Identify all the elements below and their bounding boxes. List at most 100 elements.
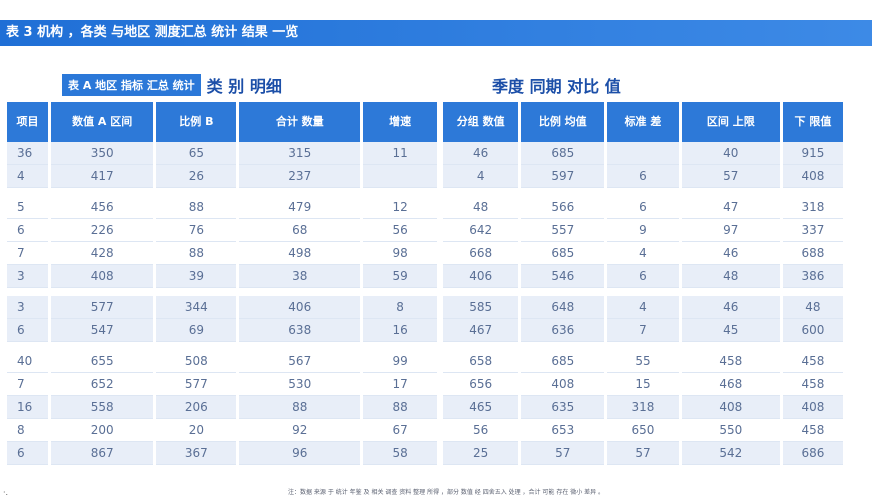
table-row: 658 685 55 458 458 [443,350,843,373]
right-col-header: 标准 差 [607,102,679,142]
table-cell: 468 [681,373,780,396]
table-cell: 36 [7,142,48,165]
table-row: 40 655 508 567 99 [7,350,437,373]
right-col-header: 下 限值 [782,102,843,142]
table-cell: 636 [521,319,605,342]
table-cell: 600 [782,319,843,342]
table-cell: 685 [521,142,605,165]
table-cell: 408 [782,165,843,188]
table-cell: 88 [363,396,437,419]
row-spacer [7,188,437,196]
table-cell: 3 [7,265,48,288]
table-row: 25 57 57 542 686 [443,442,843,465]
table-cell [363,165,437,188]
table-cell: 406 [443,265,519,288]
table-cell: 6 [607,165,679,188]
table-cell: 566 [521,196,605,219]
table-cell [607,142,679,165]
table-cell: 65 [156,142,237,165]
table-row: 467 636 7 45 600 [443,319,843,342]
table-cell: 16 [7,396,48,419]
table-cell: 26 [156,165,237,188]
table-cell: 20 [156,419,237,442]
table-cell: 408 [521,373,605,396]
table-row: 406 546 6 48 386 [443,265,843,288]
left-table-caption: 类 别 明细 [206,77,282,96]
table-cell: 57 [607,442,679,465]
table-row: 5 456 88 479 12 [7,196,437,219]
table-cell: 25 [443,442,519,465]
table-cell: 458 [782,373,843,396]
table-cell: 7 [7,242,48,265]
table-cell: 635 [521,396,605,419]
table-cell: 915 [782,142,843,165]
table-cell: 9 [607,219,679,242]
right-col-header: 分组 数值 [443,102,519,142]
table-cell: 315 [239,142,361,165]
left-col-header: 合计 数量 [239,102,361,142]
table-cell: 6 [7,319,48,342]
table-cell: 367 [156,442,237,465]
table-cell: 867 [50,442,154,465]
table-row: 465 635 318 408 408 [443,396,843,419]
table-cell: 92 [239,419,361,442]
table-cell: 88 [156,196,237,219]
table-cell: 7 [607,319,679,342]
table-cell: 668 [443,242,519,265]
table-cell: 57 [681,165,780,188]
left-subtitle-row: 表 A 地区 指标 汇总 统计 类 别 明细 [62,72,282,98]
table-cell: 39 [156,265,237,288]
table-cell: 456 [50,196,154,219]
table-cell: 458 [782,350,843,373]
table-cell: 8 [7,419,48,442]
page-title-banner: 表 3 机构 ，各类 与地区 测度汇总 统计 结果 一览 [0,20,872,46]
table-cell: 40 [7,350,48,373]
table-row: 7 652 577 530 17 [7,373,437,396]
table-cell: 530 [239,373,361,396]
table-cell: 6 [7,219,48,242]
table-row: 4 417 26 237 [7,165,437,188]
table-cell: 4 [607,296,679,319]
table-cell: 11 [363,142,437,165]
table-cell: 17 [363,373,437,396]
table-cell: 597 [521,165,605,188]
table-cell: 686 [782,442,843,465]
table-cell: 7 [7,373,48,396]
right-col-header: 比例 均值 [521,102,605,142]
table-cell: 4 [607,242,679,265]
left-header-row: 项目 数值 A 区间 比例 B 合计 数量 增速 [7,102,437,142]
table-row: 56 653 650 550 458 [443,419,843,442]
table-cell: 56 [363,219,437,242]
table-cell: 38 [239,265,361,288]
table-row: 16 558 206 88 88 [7,396,437,419]
table-cell: 47 [681,196,780,219]
table-cell: 318 [607,396,679,419]
table-cell: 56 [443,419,519,442]
table-cell: 467 [443,319,519,342]
table-cell: 3 [7,296,48,319]
table-cell: 6 [7,442,48,465]
table-cell: 8 [363,296,437,319]
table-cell: 40 [681,142,780,165]
right-header-row: 分组 数值 比例 均值 标准 差 区间 上限 下 限值 [443,102,843,142]
table-cell: 557 [521,219,605,242]
table-row: 6 547 69 638 16 [7,319,437,342]
table-row: 48 566 6 47 318 [443,196,843,219]
table-row: 6 867 367 96 58 [7,442,437,465]
table-row: 6 226 76 68 56 [7,219,437,242]
table-cell: 350 [50,142,154,165]
row-spacer [7,342,437,350]
table-cell: 650 [607,419,679,442]
table-cell: 59 [363,265,437,288]
table-cell: 45 [681,319,780,342]
table-cell: 97 [681,219,780,242]
table-cell: 96 [239,442,361,465]
table-row: 36 350 65 315 11 [7,142,437,165]
table-cell: 558 [50,396,154,419]
table-cell: 88 [156,242,237,265]
table-cell: 16 [363,319,437,342]
table-cell: 5 [7,196,48,219]
table-cell: 648 [521,296,605,319]
table-cell: 577 [156,373,237,396]
table-cell: 652 [50,373,154,396]
